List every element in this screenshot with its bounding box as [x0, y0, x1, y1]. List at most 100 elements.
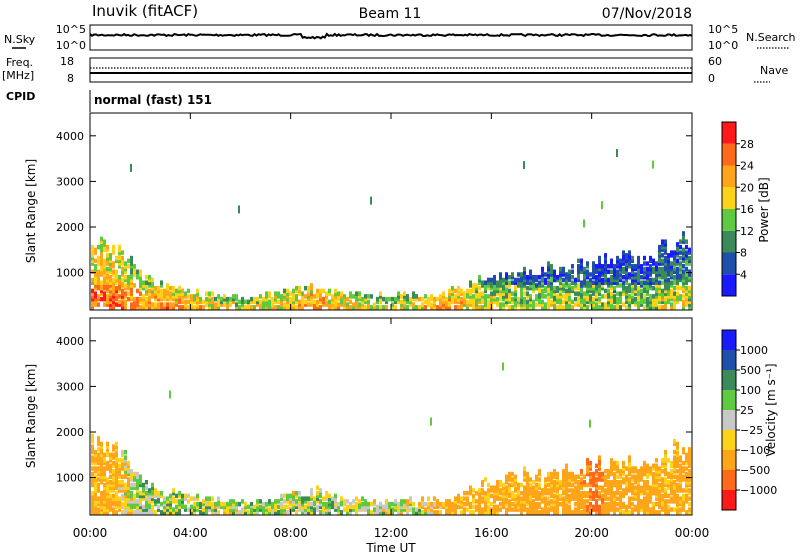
- data-cell: [640, 280, 643, 285]
- data-cell: [628, 496, 631, 501]
- data-cell: [91, 466, 94, 471]
- data-cell: [685, 479, 688, 485]
- data-cell: [673, 280, 676, 285]
- data-cell: [613, 264, 616, 269]
- data-cell: [547, 488, 550, 493]
- data-cell: [613, 288, 616, 294]
- data-cell: [355, 302, 358, 307]
- data-cell: [643, 507, 646, 512]
- data-cell: [631, 496, 634, 501]
- data-cell: [373, 510, 376, 515]
- data-cell: [214, 296, 217, 302]
- data-cell: [289, 493, 292, 499]
- data-cell: [121, 460, 124, 466]
- data-cell: [160, 490, 163, 496]
- data-cell: [511, 305, 514, 310]
- y-tick-label: 4000: [56, 130, 84, 143]
- data-cell: [562, 485, 565, 490]
- data-cell: [106, 507, 109, 512]
- velocity-plot-background: [90, 318, 692, 515]
- data-cell: [223, 302, 226, 307]
- data-cell: [307, 296, 310, 302]
- data-cell: [676, 507, 679, 512]
- data-cell: [100, 253, 103, 258]
- data-cell: [676, 272, 679, 277]
- data-cell: [562, 510, 565, 515]
- data-cell: [565, 510, 568, 515]
- data-cell: [400, 507, 403, 512]
- data-cell: [97, 447, 100, 452]
- data-cell: [136, 477, 139, 482]
- data-cell: [628, 274, 631, 280]
- data-cell: [460, 288, 463, 294]
- data-cell: [613, 280, 616, 285]
- data-cell: [91, 482, 94, 488]
- data-cell: [511, 280, 514, 285]
- data-cell: [184, 299, 187, 305]
- data-cell: [652, 277, 655, 283]
- data-cell: [535, 496, 538, 501]
- data-cell: [661, 488, 664, 493]
- data-cell: [682, 477, 685, 482]
- data-cell: [472, 493, 475, 499]
- data-cell: [190, 299, 193, 305]
- data-cell: [244, 299, 247, 305]
- data-cell: [310, 296, 313, 302]
- velocity-cbar-label: Velocity [m s⁻¹]: [764, 363, 778, 456]
- data-cell: [661, 291, 664, 296]
- data-cell: [316, 496, 319, 501]
- data-cell: [172, 302, 175, 307]
- data-cell: [232, 294, 235, 299]
- data-cell: [415, 305, 418, 310]
- data-cell: [658, 510, 661, 515]
- data-cell: [682, 247, 685, 253]
- data-cell: [565, 466, 568, 471]
- data-cell: [94, 299, 97, 305]
- data-cell: [205, 504, 208, 510]
- data-cell: [124, 501, 127, 507]
- data-cell: [379, 291, 382, 296]
- data-cell: [130, 474, 133, 480]
- data-cell: [418, 501, 421, 507]
- data-cell: [361, 504, 364, 510]
- data-cell: [676, 258, 679, 264]
- data-cell: [103, 501, 106, 507]
- data-cell: [235, 510, 238, 515]
- data-cell: [385, 305, 388, 310]
- data-cell: [583, 490, 586, 496]
- data-cell: [118, 253, 121, 258]
- data-cell: [544, 272, 547, 277]
- data-cell: [610, 471, 613, 477]
- data-cell: [577, 274, 580, 280]
- data-cell: [613, 507, 616, 512]
- data-cell: [130, 477, 133, 482]
- data-cell: [310, 504, 313, 510]
- data-cell: [136, 488, 139, 493]
- data-cell: [586, 493, 589, 499]
- data-cell: [481, 280, 484, 285]
- data-cell: [196, 291, 199, 296]
- data-cell: [322, 299, 325, 305]
- data-cell: [664, 488, 667, 493]
- data-cell: [409, 296, 412, 302]
- data-cell: [376, 299, 379, 305]
- data-cell: [415, 507, 418, 512]
- data-cell: [91, 479, 94, 485]
- data-cell: [499, 501, 502, 507]
- data-cell: [496, 283, 499, 288]
- data-cell: [364, 296, 367, 302]
- data-cell: [118, 474, 121, 480]
- data-cell: [514, 507, 517, 512]
- data-cell: [109, 479, 112, 485]
- data-cell: [541, 496, 544, 501]
- data-cell: [466, 305, 469, 310]
- data-cell: [115, 285, 118, 291]
- data-cell: [106, 501, 109, 507]
- data-cell: [256, 302, 259, 307]
- data-cell: [394, 504, 397, 510]
- data-cell: [547, 471, 550, 477]
- data-cell: [604, 261, 607, 266]
- data-cell: [565, 490, 568, 496]
- data-cell: [346, 296, 349, 302]
- data-cell: [130, 283, 133, 288]
